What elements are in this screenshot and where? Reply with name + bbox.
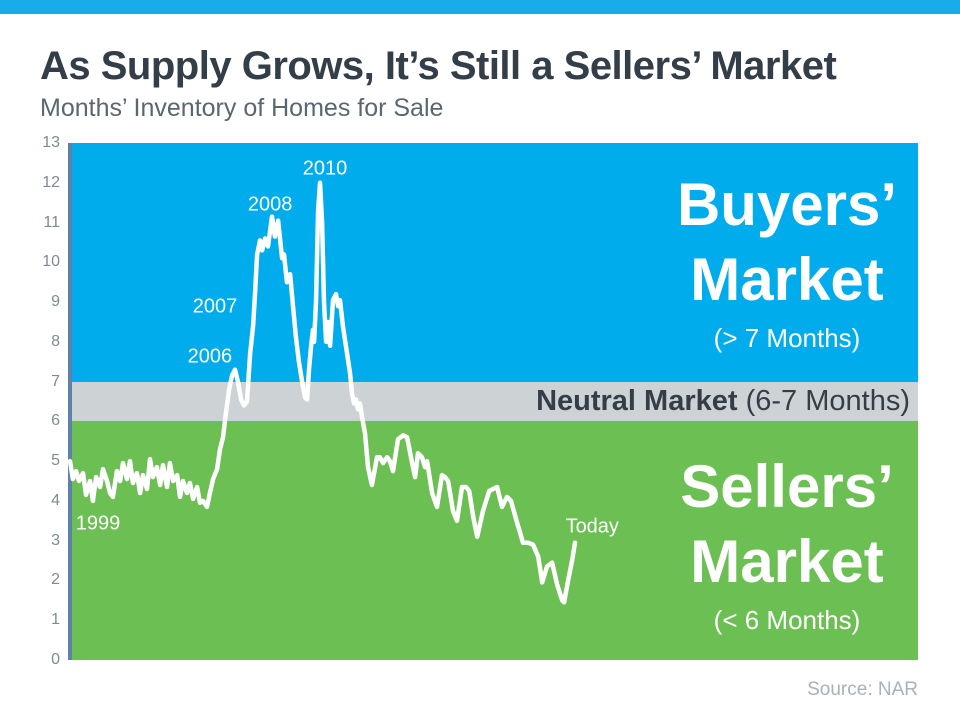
buyers-market-label-line2: Market [690, 246, 884, 313]
neutral-market-sublabel: (6-7 Months) [745, 385, 910, 417]
y-axis-tick-label: 11 [43, 213, 60, 231]
buyers-market-label: Buyers’ Market (> 7 Months) [667, 167, 907, 354]
sellers-market-label-line2: Market [690, 528, 884, 595]
y-axis-tick-label: 0 [51, 651, 60, 668]
buyers-market-sublabel: (> 7 Months) [713, 323, 861, 353]
neutral-market-label: Neutral Market (6-7 Months) [536, 381, 910, 422]
annotation-2006: 2006 [187, 345, 233, 368]
buyers-market-label-line1: Buyers’ [676, 171, 898, 238]
buyers-market-zone [68, 143, 918, 382]
y-axis-tick-label: 10 [42, 253, 60, 271]
sellers-market-zone [68, 421, 918, 660]
inventory-chart: Buyers’ Market (> 7 Months) Neutral Mark… [0, 134, 960, 668]
source-credit: Source: NAR [807, 679, 918, 700]
y-axis-tick-label: 1 [51, 611, 60, 629]
sellers-market-label: Sellers’ Market (< 6 Months) [667, 449, 907, 636]
annotation-1999: 1999 [75, 512, 121, 535]
y-axis-tick-label: 6 [51, 412, 60, 430]
y-axis-tick-label: 2 [51, 571, 60, 589]
page-subtitle: Months’ Inventory of Homes for Sale [40, 94, 444, 122]
inventory-line [68, 180, 578, 605]
neutral-market-zone [68, 381, 918, 422]
y-axis-tick-label: 7 [51, 372, 60, 390]
annotation-today: Today [565, 515, 619, 538]
page-title: As Supply Grows, It’s Still a Sellers’ M… [40, 44, 837, 88]
neutral-market-label-text: Neutral Market [536, 385, 738, 417]
y-axis-tick-label: 13 [42, 134, 60, 151]
plot-area: Buyers’ Market (> 7 Months) Neutral Mark… [68, 143, 918, 660]
sellers-market-sublabel: (< 6 Months) [713, 605, 861, 635]
y-axis-line [68, 143, 72, 660]
y-axis-tick-label: 3 [51, 531, 60, 549]
top-accent-bar [0, 0, 960, 14]
annotation-2008: 2008 [247, 193, 293, 216]
y-axis-tick-label: 4 [51, 491, 60, 509]
y-axis-tick-label: 12 [42, 173, 60, 191]
y-axis-tick-label: 5 [51, 452, 60, 470]
y-axis-tick-label: 9 [51, 293, 60, 311]
annotation-2007: 2007 [192, 295, 238, 318]
sellers-market-label-line1: Sellers’ [680, 453, 894, 520]
y-axis-tick-label: 8 [51, 332, 60, 350]
annotation-2010: 2010 [302, 157, 348, 180]
